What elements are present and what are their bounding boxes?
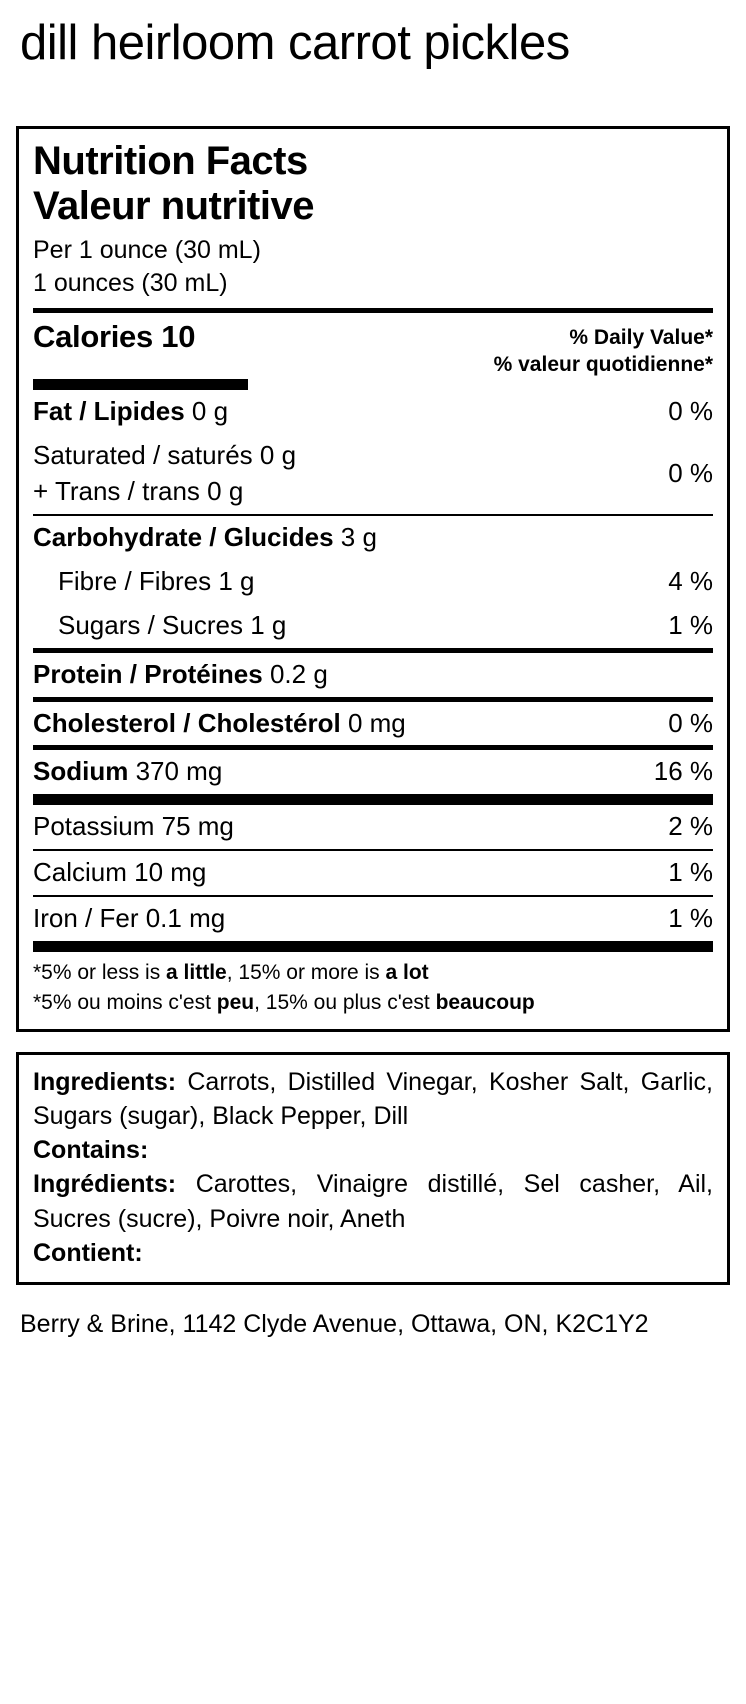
calories-underbar [33, 378, 248, 390]
footnote-fr-bold1: peu [216, 991, 255, 1015]
ingredients-en: Ingredients: Carrots, Distilled Vinegar,… [33, 1065, 713, 1134]
divider-above-carbohydrate [33, 514, 713, 517]
serving-size-per: Per 1 ounce (30 mL) [33, 235, 261, 264]
carbohydrate-value: 3 g [340, 522, 377, 553]
fat-label: Fat / Lipides 0 g [33, 394, 656, 429]
footnote-en-pre: *5% or less is [33, 960, 167, 984]
iron-label: Iron / Fer 0.1 mg [33, 902, 226, 933]
table-row-carbohydrate: Carbohydrate / Glucides 3 g [33, 516, 713, 560]
calories-row: Calories 10 % Daily Value* % valeur quot… [33, 319, 713, 379]
fat-value: 0 g [191, 395, 229, 426]
cholesterol-label: Cholesterol / Cholestérol 0 mg [33, 706, 656, 741]
divider-above-footnote [33, 940, 713, 952]
divider-above-potassium [33, 794, 713, 806]
table-row-sodium: Sodium 370 mg 16 % [33, 750, 713, 794]
ingredients-list-en: Carrots, Distilled Vinegar, Kosher Salt,… [33, 1067, 713, 1130]
table-row-protein: Protein / Protéines 0.2 g [33, 653, 713, 697]
sugars-percent: 1 % [668, 609, 713, 640]
footnote-fr: *5% ou moins c'est peu, 15% ou plus c'es… [33, 988, 713, 1018]
cholesterol-percent: 0 % [668, 707, 713, 738]
sodium-label-bold: Sodium [33, 756, 129, 787]
fibre-label: Fibre / Fibres 1 g [58, 566, 255, 597]
footnote-en-mid: , 15% or more is [226, 960, 386, 984]
cholesterol-value: 0 mg [347, 707, 406, 738]
cholesterol-label-bold: Cholesterol / Cholestérol [33, 707, 341, 738]
nutrition-title-fr: Valeur nutritive [33, 184, 314, 229]
footnote-en-bold1: a little [166, 960, 227, 984]
iron-percent: 1 % [668, 902, 713, 933]
table-row-iron: Iron / Fer 0.1 mg 1 % [33, 897, 713, 941]
potassium-percent: 2 % [668, 811, 713, 842]
ingredients-label-en: Ingredients: [33, 1067, 177, 1096]
carbohydrate-label: Carbohydrate / Glucides 3 g [33, 520, 701, 555]
footnote-en: *5% or less is a little, 15% or more is … [33, 952, 713, 988]
ingredients-fr: Ingrédients: Carottes, Vinaigre distillé… [33, 1167, 713, 1236]
footnote-fr-bold2: beaucoup [435, 991, 535, 1015]
divider-above-cholesterol [33, 696, 713, 702]
protein-label-bold: Protein / Protéines [33, 658, 263, 689]
fat-percent: 0 % [668, 395, 713, 426]
protein-value: 0.2 g [269, 658, 328, 689]
sugars-label: Sugars / Sucres 1 g [58, 609, 287, 640]
table-row-saturated-trans: Saturated / saturés 0 g + Trans / trans … [33, 434, 713, 515]
table-row-sugars: Sugars / Sucres 1 g 1 % [33, 604, 713, 648]
ingredients-label-fr: Ingrédients: [33, 1170, 177, 1199]
sodium-percent: 16 % [653, 756, 713, 787]
nutrition-title-en: Nutrition Facts [33, 138, 308, 183]
label-page: dill heirloom carrot pickles Nutrition F… [0, 14, 746, 1359]
saturated-fat-label: Saturated / saturés 0 g [33, 439, 297, 470]
footnote-fr-mid: , 15% ou plus c'est [254, 991, 436, 1015]
divider-above-calcium [33, 848, 713, 851]
fibre-percent: 4 % [668, 566, 713, 597]
contains-fr: Contient: [33, 1238, 143, 1267]
protein-label: Protein / Protéines 0.2 g [33, 657, 701, 692]
nutrition-facts-panel: Nutrition Facts Valeur nutritive Per 1 o… [16, 125, 730, 1032]
carbohydrate-label-bold: Carbohydrate / Glucides [33, 522, 334, 553]
daily-value-header-en: % Daily Value* [569, 325, 713, 349]
trans-fat-label: + Trans / trans 0 g [33, 476, 244, 507]
sodium-label: Sodium 370 mg [33, 754, 642, 789]
table-row-fat: Fat / Lipides 0 g 0 % [33, 390, 713, 434]
table-row-potassium: Potassium 75 mg 2 % [33, 805, 713, 849]
daily-value-header: % Daily Value* % valeur quotidienne* [494, 319, 713, 379]
calcium-label: Calcium 10 mg [33, 856, 207, 887]
table-row-cholesterol: Cholesterol / Cholestérol 0 mg 0 % [33, 702, 713, 746]
sodium-value: 370 mg [135, 756, 223, 787]
saturated-trans-percent: 0 % [668, 457, 713, 488]
divider-above-iron [33, 894, 713, 897]
calories-label: Calories 10 [33, 318, 196, 354]
footnote-en-bold2: a lot [385, 960, 429, 984]
divider-above-calories [33, 307, 713, 313]
company-address: Berry & Brine, 1142 Clyde Avenue, Ottawa… [20, 1310, 649, 1339]
contains-en: Contains: [33, 1136, 149, 1165]
table-row-fibre: Fibre / Fibres 1 g 4 % [33, 560, 713, 604]
footnote-fr-pre: *5% ou moins c'est [33, 991, 217, 1015]
divider-above-protein [33, 647, 713, 653]
page-title: dill heirloom carrot pickles [20, 16, 570, 70]
potassium-label: Potassium 75 mg [33, 811, 234, 842]
daily-value-header-fr: % valeur quotidienne* [493, 352, 713, 376]
calcium-percent: 1 % [668, 856, 713, 887]
ingredients-panel: Ingredients: Carrots, Distilled Vinegar,… [16, 1051, 730, 1286]
ingredients-list-fr: Carottes, Vinaigre distillé, Sel casher,… [33, 1170, 713, 1233]
fat-label-bold: Fat / Lipides [33, 395, 185, 426]
table-row-calcium: Calcium 10 mg 1 % [33, 851, 713, 895]
serving-size-amount: 1 ounces (30 mL) [33, 268, 228, 297]
divider-above-sodium [33, 745, 713, 751]
